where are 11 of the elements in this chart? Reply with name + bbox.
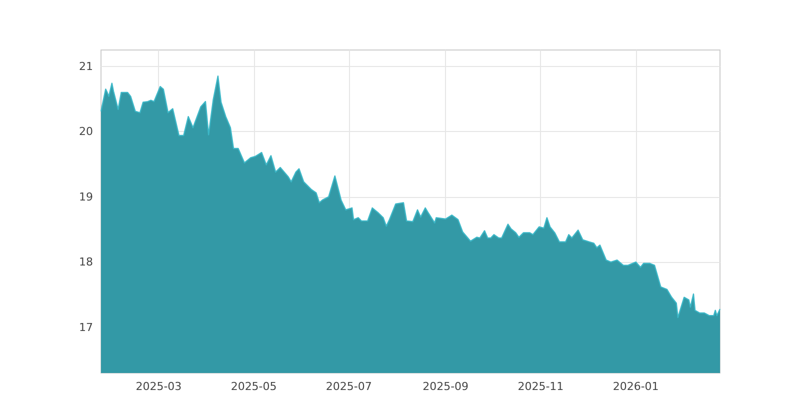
x-tick-label: 2025-11 [518,380,564,393]
y-tick-label: 21 [79,60,93,73]
y-tick-label: 20 [79,125,93,138]
x-tick-label: 2026-01 [612,380,659,393]
y-tick-label: 19 [79,190,93,204]
x-tick-label: 2025-09 [422,380,469,393]
y-tick-label: 17 [79,320,93,334]
y-tick-label: 18 [79,256,93,269]
x-tick-label: 2025-03 [136,380,182,393]
x-tick-label: 2025-07 [326,380,372,393]
x-tick-label: 2025-05 [230,380,277,393]
